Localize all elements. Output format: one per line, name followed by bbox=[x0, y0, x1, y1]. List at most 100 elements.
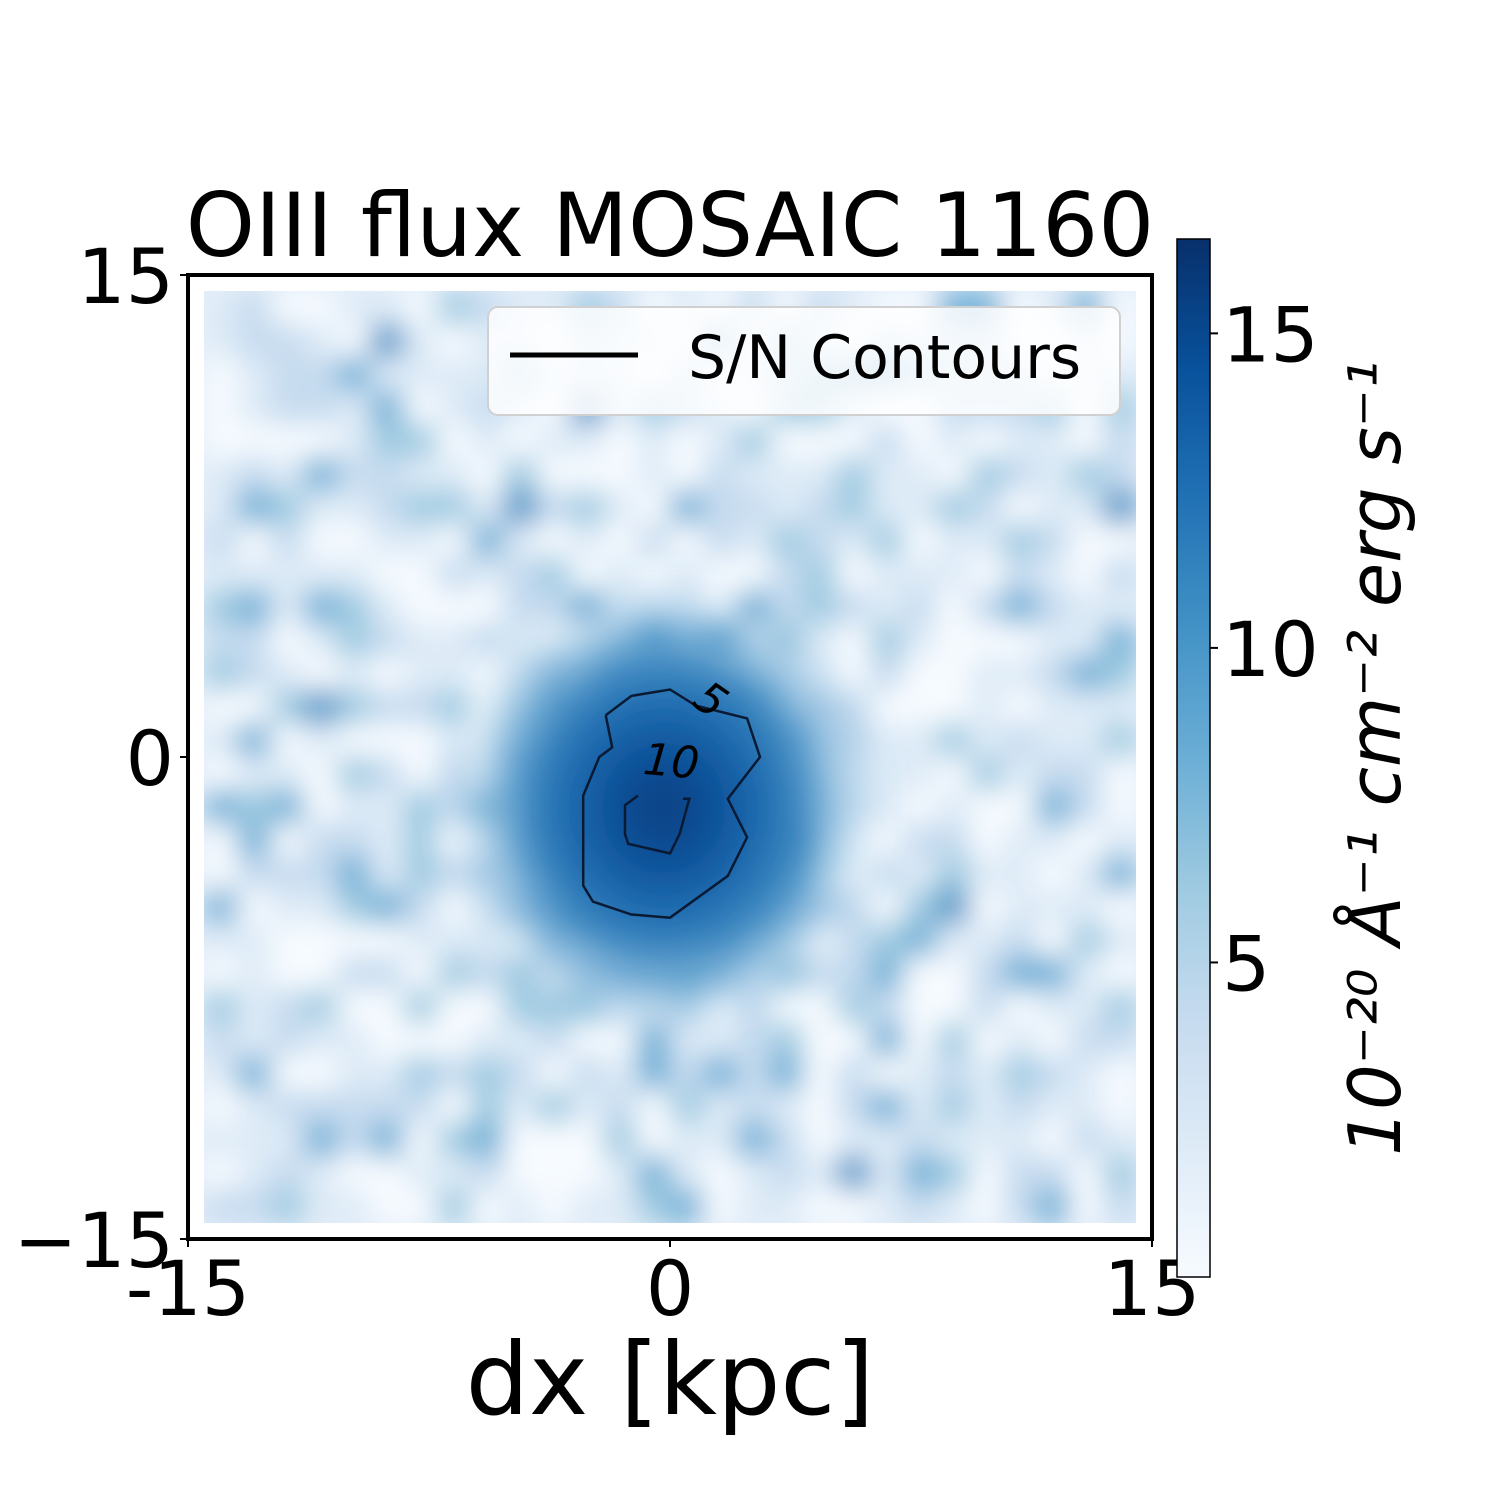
heatmap-cell bbox=[237, 990, 272, 1025]
heatmap-cell bbox=[470, 490, 505, 525]
heatmap-cell bbox=[1102, 590, 1136, 625]
legend-box bbox=[487, 306, 1121, 416]
heatmap-cell bbox=[303, 657, 339, 692]
heatmap-cell bbox=[1102, 723, 1136, 758]
heatmap-cell bbox=[437, 524, 472, 559]
heatmap-cell bbox=[437, 757, 472, 792]
heatmap-cell bbox=[670, 1189, 705, 1223]
heatmap-cell bbox=[903, 790, 938, 825]
heatmap-cell bbox=[969, 1056, 1004, 1091]
heatmap-cell bbox=[1002, 990, 1038, 1025]
heatmap-cell bbox=[536, 1089, 572, 1125]
heatmap-cell bbox=[670, 1156, 705, 1191]
heatmap-cell bbox=[237, 1123, 272, 1158]
heatmap-cell bbox=[670, 1023, 705, 1058]
heatmap-cell bbox=[1002, 690, 1038, 725]
heatmap-cell bbox=[603, 490, 638, 525]
heatmap-cell bbox=[1002, 1189, 1038, 1223]
heatmap-cell bbox=[869, 1089, 904, 1125]
heatmap-cell bbox=[1036, 856, 1071, 892]
heatmap-cell bbox=[403, 757, 438, 792]
heatmap-cell bbox=[370, 623, 405, 659]
heatmap-cell bbox=[869, 1023, 904, 1058]
heatmap-cell bbox=[903, 1189, 938, 1223]
heatmap-cell bbox=[1002, 424, 1038, 459]
heatmap-cell bbox=[769, 524, 805, 559]
heatmap-cell bbox=[1102, 557, 1136, 592]
heatmap-cell bbox=[1102, 1123, 1136, 1158]
heatmap-cell bbox=[270, 524, 305, 559]
heatmap-cell bbox=[403, 524, 438, 559]
chart-title: OIII flux MOSAIC 1160 bbox=[186, 174, 1155, 277]
heatmap-cell bbox=[570, 1056, 605, 1091]
heatmap-cell bbox=[237, 1089, 272, 1125]
heatmap-cell bbox=[1002, 490, 1038, 525]
heatmap-cell bbox=[769, 990, 805, 1025]
heatmap-cell bbox=[1002, 590, 1038, 625]
heatmap-cell bbox=[1102, 457, 1136, 492]
heatmap-cell bbox=[204, 524, 239, 559]
heatmap-cell bbox=[303, 1156, 339, 1191]
heatmap-cell bbox=[370, 324, 405, 359]
heatmap-cell bbox=[337, 424, 372, 459]
heatmap-cell bbox=[869, 1189, 904, 1223]
heatmap-cell bbox=[869, 1156, 904, 1191]
heatmap-cell bbox=[570, 590, 605, 625]
heatmap-cell bbox=[237, 424, 272, 459]
heatmap-cell bbox=[903, 823, 938, 858]
heatmap-cell bbox=[270, 557, 305, 592]
heatmap-cell bbox=[769, 557, 805, 592]
heatmap-cell bbox=[636, 424, 671, 459]
colorbar-tick-label: 15 bbox=[1222, 290, 1319, 379]
heatmap-cell bbox=[303, 856, 339, 892]
heatmap-cell bbox=[303, 1056, 339, 1091]
heatmap-cell bbox=[370, 723, 405, 758]
heatmap-cell bbox=[1036, 990, 1071, 1025]
heatmap-cell bbox=[437, 723, 472, 758]
heatmap-cell bbox=[869, 1056, 904, 1091]
heatmap-cell bbox=[836, 1089, 871, 1125]
heatmap-cell bbox=[703, 1156, 738, 1191]
heatmap-cell bbox=[836, 457, 871, 492]
heatmap-cell bbox=[536, 1189, 572, 1223]
heatmap-cell bbox=[303, 790, 339, 825]
heatmap-cell bbox=[204, 723, 239, 758]
heatmap-cell bbox=[237, 490, 272, 525]
heatmap-cell bbox=[869, 823, 904, 858]
heatmap-cell bbox=[636, 1023, 671, 1058]
heatmap-cell bbox=[969, 1156, 1004, 1191]
colorbar-tick-label: 5 bbox=[1222, 919, 1270, 1008]
heatmap-cell bbox=[270, 357, 305, 392]
heatmap-cell bbox=[303, 823, 339, 858]
heatmap-cell bbox=[903, 524, 938, 559]
heatmap-cell bbox=[337, 956, 372, 991]
heatmap-cell bbox=[437, 357, 472, 392]
heatmap-cell bbox=[270, 590, 305, 625]
heatmap-cell bbox=[936, 723, 971, 758]
heatmap-cell bbox=[969, 590, 1004, 625]
heatmap-cell bbox=[403, 990, 438, 1025]
heatmap-cell bbox=[237, 324, 272, 359]
heatmap-cell bbox=[670, 424, 705, 459]
heatmap-cell bbox=[969, 956, 1004, 991]
heatmap-cell bbox=[969, 723, 1004, 758]
heatmap-cell bbox=[536, 490, 572, 525]
heatmap-cell bbox=[503, 524, 538, 559]
heatmap-cell bbox=[437, 490, 472, 525]
heatmap-cell bbox=[869, 590, 904, 625]
heatmap-cell bbox=[969, 524, 1004, 559]
heatmap-cell bbox=[903, 1056, 938, 1091]
heatmap-cell bbox=[570, 424, 605, 459]
heatmap-cell bbox=[803, 424, 838, 459]
heatmap-cell bbox=[636, 1189, 671, 1223]
heatmap-cell bbox=[570, 1089, 605, 1125]
heatmap-cell bbox=[936, 856, 971, 892]
heatmap-cell bbox=[337, 1023, 372, 1058]
heatmap-cell bbox=[969, 923, 1004, 958]
heatmap-cell bbox=[370, 1189, 405, 1223]
heatmap-cell bbox=[470, 1089, 505, 1125]
heatmap-cell bbox=[903, 690, 938, 725]
heatmap-cell bbox=[903, 856, 938, 892]
heatmap-cell bbox=[936, 690, 971, 725]
heatmap-cell bbox=[1036, 457, 1071, 492]
